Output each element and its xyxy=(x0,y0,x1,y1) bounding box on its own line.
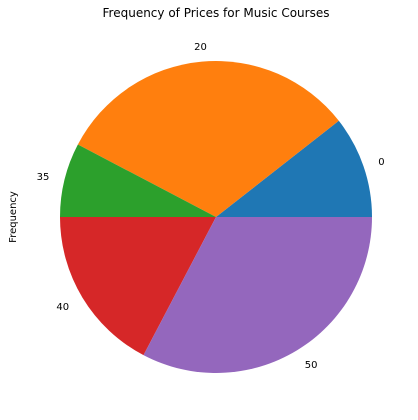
pie-slice-20 xyxy=(77,60,339,217)
pie-slice-50 xyxy=(143,217,372,373)
pie-label-20: 20 xyxy=(194,42,207,53)
pie-slice-35 xyxy=(60,144,216,217)
pie-label-50: 50 xyxy=(305,360,318,371)
pie-slices xyxy=(60,60,372,373)
pie-label-0: 0 xyxy=(378,157,384,168)
pie-slice-0 xyxy=(216,120,372,217)
pie-slice-40 xyxy=(60,217,216,356)
pie-label-40: 40 xyxy=(56,302,69,313)
pie-labels: 0 20 35 40 50 xyxy=(37,42,385,371)
chart-title: Frequency of Prices for Music Courses xyxy=(103,6,330,20)
pie-label-35: 35 xyxy=(37,172,50,183)
y-axis-label: Frequency xyxy=(8,191,19,243)
